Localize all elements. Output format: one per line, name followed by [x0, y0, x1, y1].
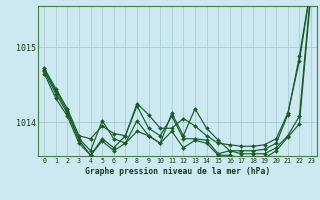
X-axis label: Graphe pression niveau de la mer (hPa): Graphe pression niveau de la mer (hPa) [85, 167, 270, 176]
